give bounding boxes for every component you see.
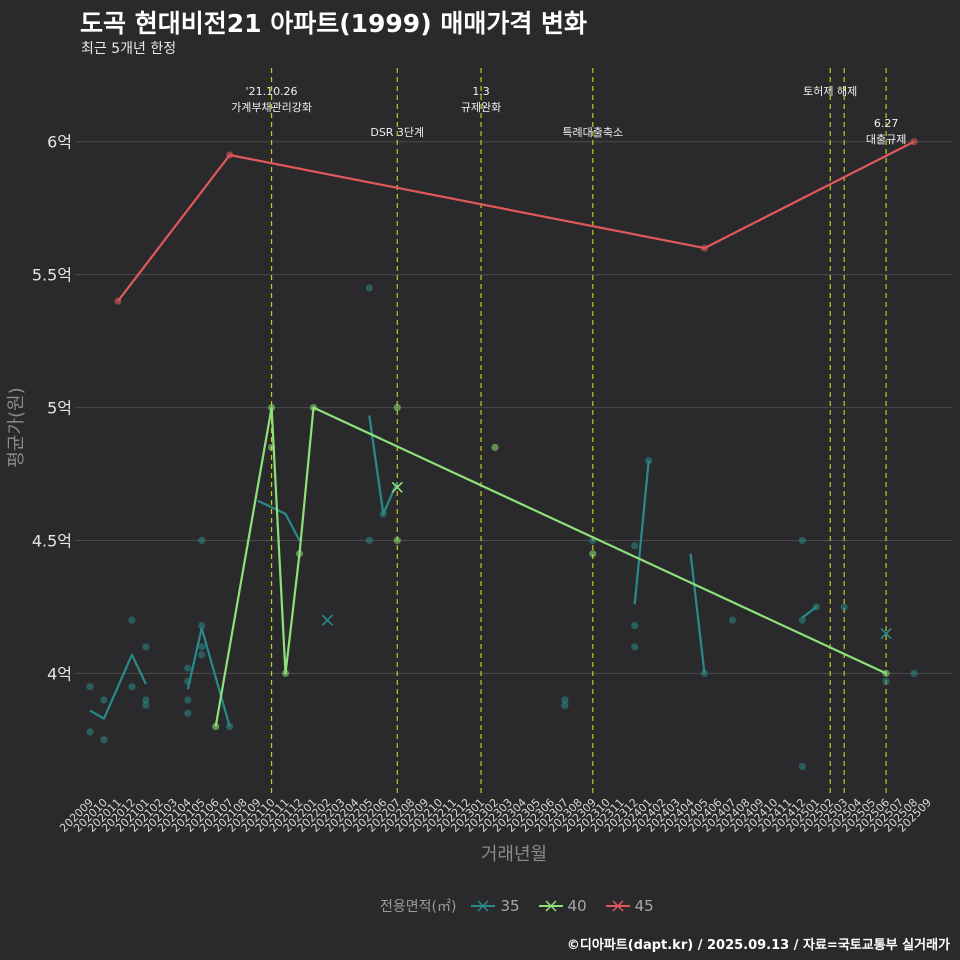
policy-label: 규제완화 — [461, 101, 501, 114]
series-line — [633, 460, 650, 605]
data-point — [561, 696, 569, 704]
data-point — [631, 621, 639, 630]
data-point — [631, 643, 639, 651]
x-marker — [321, 614, 333, 626]
data-point — [128, 683, 136, 691]
y-tick-label: 4.5억 — [32, 531, 72, 550]
data-point — [142, 643, 150, 651]
data-point — [631, 542, 639, 550]
data-point — [798, 536, 806, 545]
x-marker — [880, 627, 892, 640]
series-45 — [114, 138, 918, 305]
legend-title: 전용면적(㎡) — [380, 899, 457, 915]
series-line — [801, 606, 817, 619]
data-point — [491, 443, 499, 452]
policy-label: 대출규제 — [866, 133, 906, 146]
policy-label: '21.10.26 — [246, 85, 298, 98]
data-point — [882, 677, 890, 685]
data-point — [198, 536, 206, 545]
y-tick-label: 4억 — [47, 664, 72, 683]
grid-layer — [75, 141, 953, 674]
series-40 — [212, 403, 890, 731]
data-point — [393, 536, 401, 545]
x-axis-title: 거래년월 — [481, 844, 547, 865]
legend-key-35 — [471, 900, 496, 912]
policy-label: 6.27 — [874, 117, 899, 130]
legend-label-45: 45 — [634, 897, 654, 915]
legend-key-45 — [605, 900, 630, 912]
y-tick-label: 5억 — [47, 399, 72, 418]
policy-label: 가계부채관리강화 — [231, 101, 312, 114]
source-caption: ©디아파트(dapt.kr) / 2025.09.13 / 자료=국토교통부 실… — [566, 938, 950, 953]
data-point — [142, 701, 150, 709]
policy-label: 1.3 — [472, 85, 490, 98]
data-point — [798, 616, 806, 624]
data-point — [365, 284, 373, 292]
data-point — [198, 643, 206, 651]
legend-item-40: 40 — [538, 897, 587, 915]
data-point — [100, 736, 108, 744]
data-point — [128, 616, 136, 624]
legend: 전용면적(㎡) 35 40 45 — [380, 896, 664, 916]
data-point — [86, 728, 94, 736]
y-axis-title: 평균가(원) — [6, 387, 27, 467]
policy-label: DSR 3단계 — [370, 126, 424, 139]
policy-label: 특례대출축소 — [562, 126, 623, 139]
series-line — [368, 415, 399, 516]
legend-item-45: 45 — [605, 897, 654, 915]
series-line — [117, 140, 915, 302]
data-point — [184, 696, 192, 704]
axis-layer: 4억4.5억5억5.5억6억평균가(원)20200920201020201120… — [6, 133, 934, 865]
chart-title: 도곡 현대비전21 아파트(1999) 매매가격 변화 — [80, 9, 588, 38]
chart-subtitle: 최근 5개년 한정 — [81, 41, 177, 57]
policy-label: 토허제 해제 — [803, 84, 857, 98]
series-layer — [86, 138, 918, 771]
data-point — [840, 603, 848, 611]
legend-key-40 — [538, 900, 563, 912]
y-tick-label: 5.5억 — [32, 266, 72, 285]
legend-label-35: 35 — [500, 897, 520, 915]
data-point — [393, 403, 401, 412]
data-point — [86, 683, 94, 691]
data-point — [728, 616, 737, 624]
data-point — [100, 696, 108, 704]
data-point — [142, 696, 150, 704]
data-point — [184, 709, 192, 717]
data-point — [198, 651, 206, 659]
series-line — [89, 653, 147, 720]
data-point — [365, 536, 373, 545]
data-point — [910, 669, 918, 677]
series-line — [257, 499, 301, 542]
legend-label-40: 40 — [567, 897, 587, 915]
series-35 — [86, 284, 918, 771]
series-line — [214, 406, 887, 727]
y-tick-label: 6억 — [47, 133, 72, 152]
data-point — [212, 722, 220, 731]
legend-item-35: 35 — [470, 897, 520, 915]
data-point — [589, 550, 597, 558]
series-line — [689, 553, 706, 674]
data-point — [561, 701, 569, 709]
data-point — [198, 621, 206, 630]
data-point — [184, 664, 192, 672]
x-marker — [391, 481, 403, 493]
data-point — [798, 762, 806, 771]
data-point — [226, 722, 234, 731]
